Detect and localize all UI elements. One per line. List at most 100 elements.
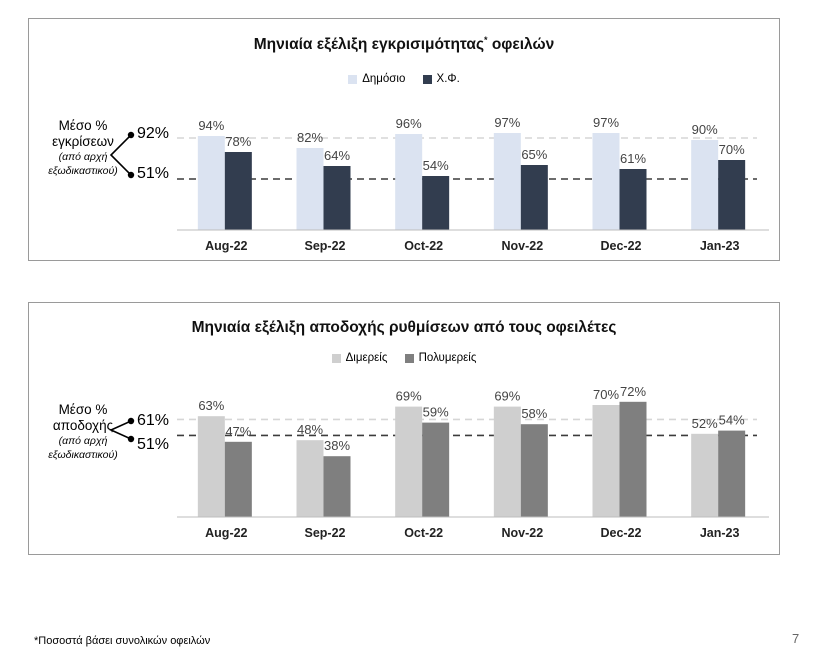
chart-legend: Δημόσιο Χ.Φ. — [29, 73, 779, 87]
chart-title-text: Μηνιαία εξέλιξη εγκρισιμότητας — [253, 36, 485, 54]
data-label: 94% — [198, 118, 224, 133]
data-label: 63% — [198, 398, 224, 413]
data-label: 70% — [593, 387, 619, 402]
legend-label: Πολυμερείς — [418, 352, 477, 364]
data-label: 59% — [423, 405, 449, 420]
bar-series1-nov-22 — [493, 406, 521, 517]
bar-series1-jan-23 — [691, 140, 719, 230]
data-label: 69% — [494, 389, 520, 404]
legend-item-financial-institutions: Χ.Φ. — [422, 73, 460, 85]
legend-label: Διμερείς — [345, 352, 388, 364]
legend-swatch — [331, 353, 341, 363]
approval-rate-chart-panel: Μηνιαία εξέλιξη εγκρισιμότητας* οφειλών … — [28, 18, 780, 261]
legend-item-bilateral: Διμερείς — [331, 352, 388, 364]
data-label: 54% — [719, 413, 745, 428]
bar-series1-sep-22 — [296, 440, 324, 517]
bar-series1-jan-23 — [691, 433, 719, 517]
bar-chart: 94%78% Aug-22 82%64% Sep-22 96% 54% Oct-22 97% 6… — [109, 115, 769, 253]
data-label: 90% — [692, 122, 718, 137]
average-value-high: 92% — [137, 125, 170, 142]
average-caption-line1: Μέσο % — [58, 118, 108, 133]
bar-series1-sep-22 — [296, 148, 324, 230]
legend-swatch — [348, 74, 358, 84]
bar-series2-jan-23 — [718, 430, 746, 517]
x-tick-label: Dec-22 — [601, 239, 642, 253]
legend-swatch — [404, 353, 414, 363]
legend-item-public: Δημόσιο — [348, 73, 405, 85]
x-tick-label: Sep-22 — [305, 239, 346, 253]
average-dot-high — [127, 131, 135, 139]
bar-series2-aug-22 — [224, 441, 252, 517]
average-caption-sub2: εξωδικαστικού) — [48, 165, 118, 177]
data-label: 96% — [396, 116, 422, 131]
bar-series1-dec-22 — [592, 133, 620, 230]
data-label: 72% — [620, 384, 646, 399]
average-caption-sub1: (από αρχή — [58, 435, 108, 447]
bar-series2-oct-22 — [422, 176, 450, 230]
data-label: 97% — [494, 115, 520, 130]
data-label: 64% — [324, 148, 350, 163]
average-connector — [109, 134, 132, 176]
bar-series1-nov-22 — [493, 133, 521, 230]
average-value-low: 51% — [137, 436, 170, 453]
average-dot-high — [127, 417, 135, 425]
average-caption-sub1: (από αρχή — [58, 151, 108, 163]
chart-title: Μηνιαία εξέλιξη αποδοχής ρυθμίσεων από τ… — [191, 319, 617, 336]
average-caption: Μέσο % εγκρίσεων (από αρχή εξωδικαστικού… — [35, 118, 131, 178]
average-caption-line2: αποδοχής — [52, 418, 114, 433]
footnote-marker: * — [484, 35, 488, 45]
legend-swatch — [422, 74, 432, 84]
legend-item-multilateral: Πολυμερείς — [404, 352, 477, 364]
average-value-low: 51% — [137, 165, 170, 182]
average-caption-line2: εγκρίσεων — [52, 134, 114, 149]
bar-series2-jan-23 — [718, 160, 746, 230]
bar-series2-sep-22 — [323, 166, 351, 230]
bar-series2-aug-22 — [224, 152, 252, 230]
average-connector — [109, 420, 132, 440]
x-tick-label: Oct-22 — [404, 239, 443, 253]
x-tick-label: Aug-22 — [205, 526, 247, 540]
data-label: 70% — [719, 142, 745, 157]
x-tick-label: Oct-22 — [404, 526, 443, 540]
bar-chart: 63%47%Aug-2248%38%Sep-2269%59%Oct-2269%5… — [109, 384, 769, 540]
legend-label: Δημόσιο — [362, 73, 406, 85]
bar-series2-nov-22 — [520, 424, 548, 517]
average-dot-low — [127, 435, 135, 443]
x-tick-label: Aug-22 — [205, 239, 247, 253]
x-tick-label: Dec-22 — [601, 526, 642, 540]
page-number: 7 — [792, 631, 800, 646]
acceptance-rate-chart-panel: Μηνιαία εξέλιξη αποδοχής ρυθμίσεων από τ… — [28, 302, 780, 555]
bar-series1-aug-22 — [197, 136, 225, 230]
x-tick-label: Sep-22 — [305, 526, 346, 540]
bar-series2-dec-22 — [619, 401, 647, 517]
data-label: 38% — [324, 438, 350, 453]
bar-series1-aug-22 — [197, 416, 225, 517]
x-tick-label: Nov-22 — [501, 239, 543, 253]
bar-series2-dec-22 — [619, 169, 647, 230]
chart-legend: Διμερείς Πολυμερείς — [29, 352, 779, 366]
data-label: 47% — [225, 424, 251, 439]
data-label: 78% — [225, 134, 251, 149]
data-label: 97% — [593, 115, 619, 130]
bar-series2-nov-22 — [520, 165, 548, 230]
data-label: 61% — [620, 151, 646, 166]
x-tick-label: Nov-22 — [501, 526, 543, 540]
average-value-high: 61% — [137, 412, 170, 429]
average-caption-sub2: εξωδικαστικού) — [48, 449, 118, 461]
data-label: 65% — [521, 147, 547, 162]
chart-title: Μηνιαία εξέλιξη εγκρισιμότητας* οφειλών — [29, 35, 779, 54]
average-caption: Μέσο % αποδοχής (από αρχή εξωδικαστικού) — [35, 402, 131, 462]
bar-series2-oct-22 — [422, 422, 450, 517]
bar-series2-sep-22 — [323, 456, 351, 517]
average-caption-line1: Μέσο % — [58, 402, 108, 417]
x-tick-label: Jan-23 — [700, 239, 740, 253]
data-label: 69% — [396, 389, 422, 404]
data-label: 48% — [297, 422, 323, 437]
footnote: *Ποσοστά βάσει συνολικών οφειλών — [34, 635, 211, 647]
bar-series1-dec-22 — [592, 405, 620, 517]
data-label: 82% — [297, 130, 323, 145]
average-dot-low — [127, 171, 135, 179]
data-label: 52% — [692, 416, 718, 431]
data-label: 58% — [521, 406, 547, 421]
bar-series1-oct-22 — [395, 134, 423, 230]
